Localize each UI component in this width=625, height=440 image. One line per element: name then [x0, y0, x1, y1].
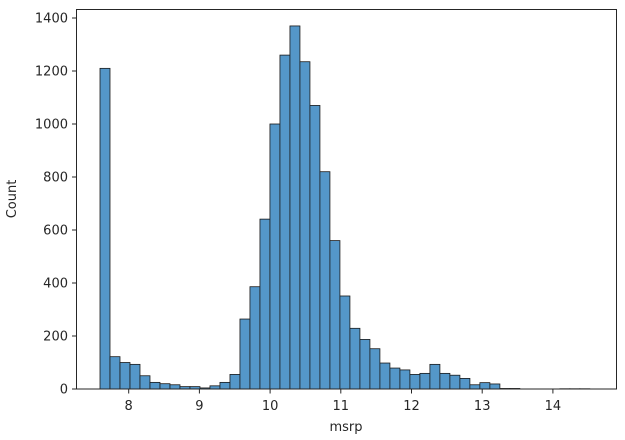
- x-axis-label: msrp: [329, 420, 362, 435]
- histogram-bar: [319, 171, 331, 390]
- histogram-bar: [239, 318, 251, 390]
- y-tick-label: 400: [43, 277, 68, 292]
- histogram-bar: [249, 286, 261, 390]
- histogram-bar: [229, 374, 241, 390]
- histogram-bar: [359, 339, 371, 390]
- histogram-bar: [259, 218, 271, 390]
- histogram-bar: [219, 381, 231, 390]
- histogram-bar: [459, 377, 471, 390]
- y-tick-label: 1400: [35, 12, 68, 27]
- plot-frame: [76, 9, 617, 390]
- histogram-bar: [289, 25, 301, 390]
- histogram-bar: [379, 362, 391, 390]
- histogram-bar: [419, 372, 431, 390]
- x-tick-label: 13: [474, 399, 491, 414]
- x-axis: 8 9 10 11 12 13 14: [125, 389, 562, 414]
- histogram-bar: [369, 348, 381, 390]
- y-tick-label: 1200: [35, 65, 68, 80]
- histogram-bar: [299, 61, 311, 390]
- histogram-bar: [99, 67, 111, 390]
- histogram-bar: [159, 383, 171, 390]
- histogram-bars: [99, 25, 591, 390]
- histogram-bar: [429, 363, 441, 390]
- y-tick-label: 200: [43, 330, 68, 345]
- y-axis-label: Count: [5, 180, 20, 219]
- histogram-bar: [139, 375, 151, 390]
- histogram-bar: [409, 374, 421, 390]
- histogram-bar: [109, 356, 121, 390]
- histogram-bar: [449, 374, 461, 390]
- histogram-bar: [149, 381, 161, 390]
- x-tick-label: 14: [545, 399, 562, 414]
- y-tick-label: 0: [60, 383, 68, 398]
- histogram-bar: [479, 382, 491, 390]
- histogram-bar: [439, 372, 451, 390]
- y-axis: 0 200 400 600 800 1000 1200 1400: [35, 12, 77, 398]
- x-tick-label: 8: [125, 399, 133, 414]
- histogram-bar: [469, 384, 481, 390]
- histogram-bar: [309, 105, 321, 390]
- x-tick-label: 12: [403, 399, 420, 414]
- y-tick-label: 1000: [35, 118, 68, 133]
- histogram-bar: [339, 295, 351, 390]
- x-tick-label: 9: [195, 399, 203, 414]
- histogram-bar: [119, 362, 131, 390]
- histogram-bar: [489, 383, 501, 390]
- histogram-bar: [269, 123, 281, 390]
- histogram-bar: [129, 363, 141, 390]
- y-tick-label: 600: [43, 224, 68, 239]
- histogram-bar: [399, 369, 411, 390]
- x-tick-label: 10: [262, 399, 279, 414]
- histogram-bar: [349, 327, 361, 390]
- histogram-bar: [169, 384, 181, 390]
- y-tick-label: 800: [43, 171, 68, 186]
- histogram-bar: [389, 367, 401, 390]
- histogram-bar: [329, 240, 341, 390]
- x-tick-label: 11: [333, 399, 350, 414]
- histogram-bar: [279, 54, 291, 390]
